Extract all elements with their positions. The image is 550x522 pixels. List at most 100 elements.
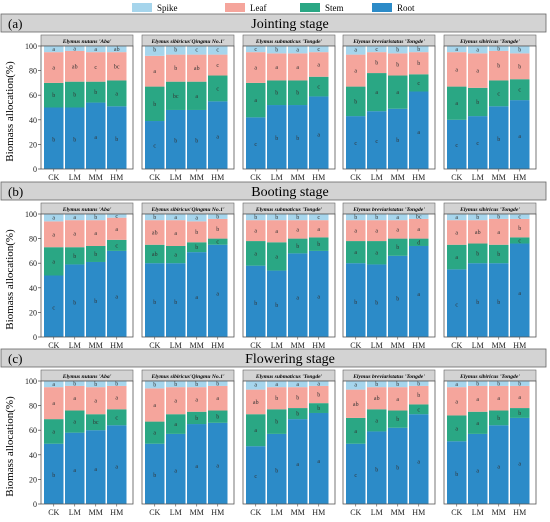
x-tick-label: MM [190,173,204,182]
bar-root [388,427,408,504]
bar-leaf [510,218,530,238]
bar-stem [44,419,64,444]
significance-label: c [455,303,458,309]
bar-leaf [409,218,429,239]
significance-label: a [455,230,458,236]
bar-root [208,244,228,337]
significance-label: a [195,464,198,470]
plot-frame [242,380,336,505]
significance-label: b [195,416,198,422]
species-name: Elymus sibiricus 'Tongde' [459,374,520,380]
bar-spike [145,381,165,389]
bar-spike [246,381,266,390]
bar-leaf [388,387,408,411]
stage-title: Jointing stage [251,17,328,32]
bar-leaf [409,52,429,75]
bar-leaf [309,220,329,238]
significance-label: c [476,141,479,147]
significance-label: b [174,382,177,388]
bar-leaf [288,387,308,409]
x-tick-label: HM [312,508,325,517]
plot-frame [40,380,134,505]
significance-label: a [174,253,177,259]
significance-label: a [455,47,458,53]
bar-spike [288,381,308,388]
x-tick-label: MM [190,341,204,350]
bar-leaf [86,387,106,415]
species-name: Elymus submaticus 'Tongde' [255,39,323,45]
y-tick-label: 0 [33,500,37,509]
bar-leaf [447,220,467,245]
significance-label: a [216,135,219,141]
significance-label: c [375,47,378,53]
x-tick-label: CK [48,173,59,182]
bar-spike [65,46,85,51]
bar-spike [447,214,467,221]
significance-label: a [73,46,76,52]
species-panel: Elymus submaticus 'Tongde'baabCKbaabLMab… [242,202,336,350]
bar-root [65,264,85,337]
bar-spike [489,214,509,219]
bar-leaf [468,220,488,244]
significance-label: a [94,467,97,473]
bar-spike [44,381,64,388]
significance-label: a [296,48,299,54]
significance-label: a [455,382,458,388]
bar-spike [267,46,287,54]
bar-stem [86,81,106,103]
significance-label: b [317,242,320,248]
bar-stem [346,241,366,264]
bar-stem [187,411,207,425]
bar-stem [246,82,266,118]
bar-spike [44,214,64,222]
significance-label: ab [353,402,359,408]
significance-label: a [497,230,500,236]
significance-label: c [216,86,219,92]
significance-label: a [174,399,177,405]
bar-stem [367,73,387,112]
significance-label: a [52,401,55,407]
significance-label: a [417,227,420,233]
bar-leaf [367,220,387,242]
legend-label-root: Root [397,3,415,13]
significance-label: b [195,245,198,251]
species-panel: Elymus submaticus 'Tongde'caabaCKbbbaLMa… [242,369,336,517]
x-tick-label: MM [492,173,506,182]
bar-leaf [86,52,106,82]
plot-frame [443,380,537,505]
bar-stem [187,242,207,253]
bar-root [388,255,408,337]
bar-root [288,105,308,169]
x-tick-label: CK [350,173,361,182]
bar-spike [409,214,429,219]
significance-label: a [296,227,299,233]
y-tick-label: 60 [29,426,37,435]
significance-label: b [73,93,76,99]
significance-label: a [317,459,320,465]
significance-label: b [275,215,278,221]
significance-label: c [354,141,357,147]
significance-label: b [375,61,378,67]
bar-spike [166,46,186,55]
bar-leaf [44,221,64,248]
significance-label: a [254,98,257,104]
bar-stem [447,244,467,270]
bar-leaf [468,53,488,88]
significance-label: b [94,299,97,305]
significance-label: b [52,473,55,479]
x-tick-label: HM [312,341,325,350]
bar-root [489,106,509,169]
bar-spike [468,214,488,221]
bar-root [447,441,467,504]
significance-label: b [275,468,278,474]
significance-label: a [354,48,357,54]
bar-root [510,417,530,504]
species-panel: Elymus sibiricus'Qingmu No.1'bababbCKbaa… [141,202,235,350]
significance-label: c [254,47,257,53]
bar-stem [447,86,467,120]
significance-label: b [153,383,156,389]
bar-spike [388,46,408,54]
significance-label: b [375,215,378,221]
bar-spike [145,46,165,56]
bar-spike [86,381,106,388]
